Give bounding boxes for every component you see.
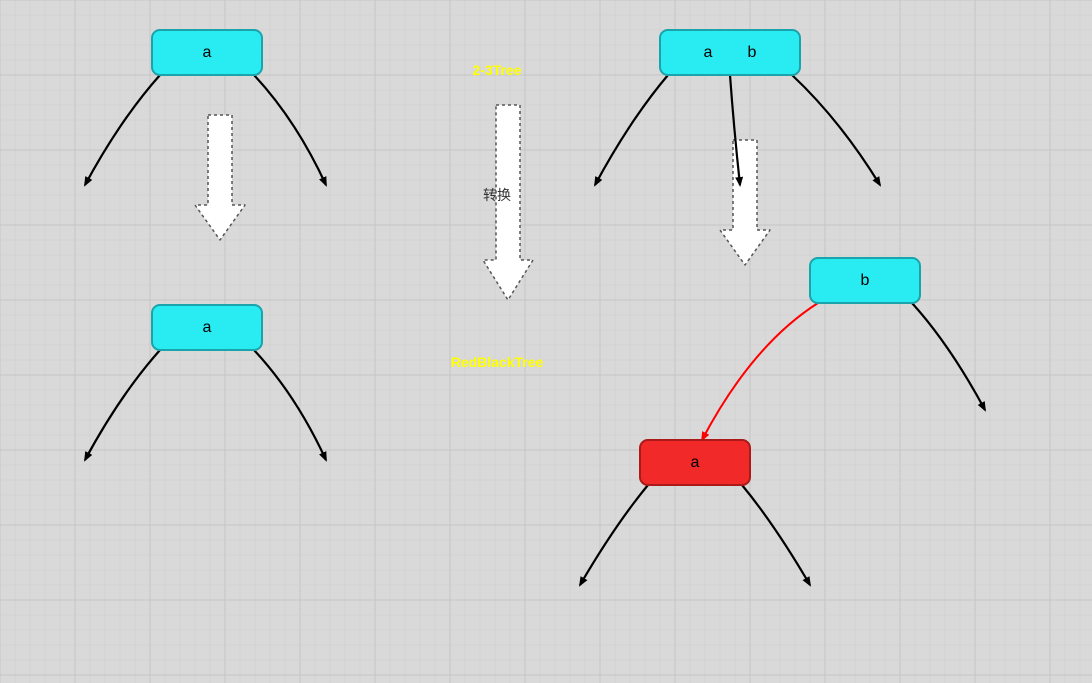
node-bottom-right-b: b (810, 258, 920, 303)
label-red-black-tree: RedBlackTree (451, 354, 544, 370)
node-top-right-ab: ab (660, 30, 800, 75)
node-bottom-right-b-label-0: b (861, 272, 870, 289)
node-bottom-right-a-red: a (640, 440, 750, 485)
node-top-right-ab-label-1: b (748, 44, 757, 61)
node-top-right-ab-label-0: a (704, 44, 713, 61)
node-bottom-right-a-red-label-0: a (691, 454, 700, 471)
node-top-left-a-label-0: a (203, 44, 212, 61)
label-convert: 转换 (483, 187, 511, 203)
node-bottom-left-a-label-0: a (203, 319, 212, 336)
node-bottom-left-a: a (152, 305, 262, 350)
node-top-left-a: a (152, 30, 262, 75)
label-2-3-tree: 2-3Tree (472, 62, 521, 78)
